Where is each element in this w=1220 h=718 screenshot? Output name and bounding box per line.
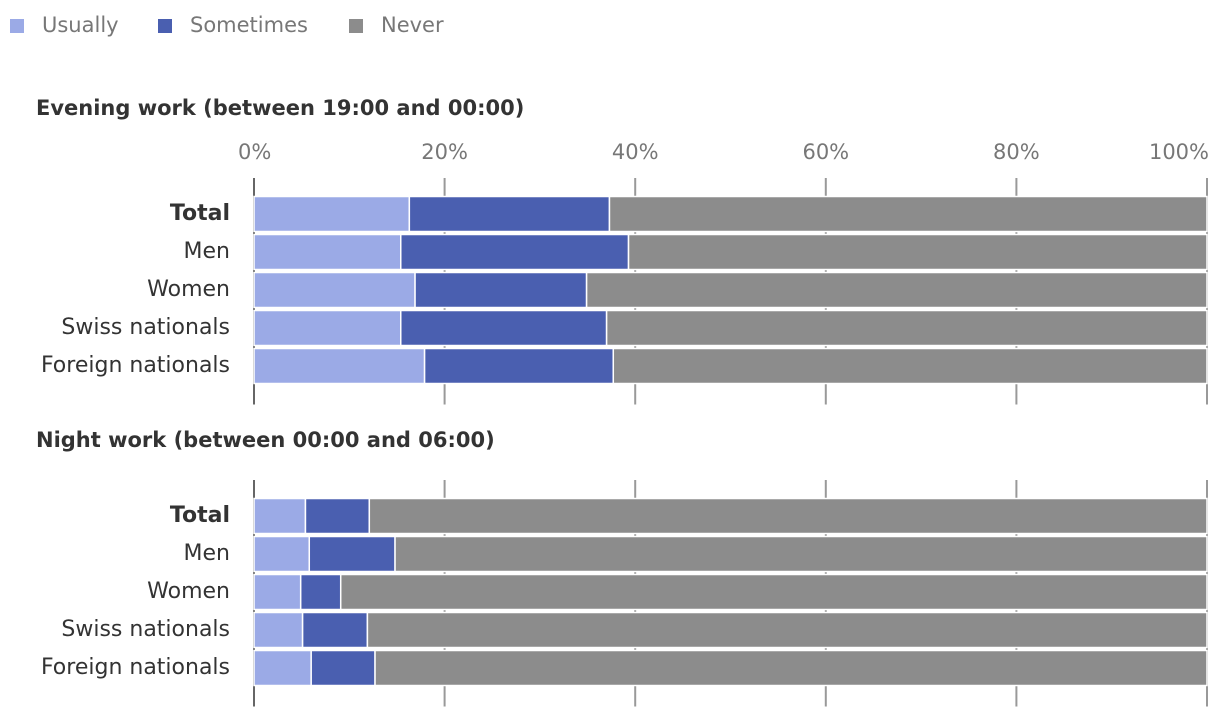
bar-segment — [253, 309, 402, 347]
y-tick-label: Foreign nationals — [41, 353, 230, 378]
legend-label: Usually — [42, 13, 119, 37]
bar-segment — [253, 649, 312, 687]
legend-swatch — [10, 19, 24, 33]
bar-segment — [253, 497, 307, 535]
bar-segment — [400, 233, 630, 271]
x-tick-label: 20% — [421, 140, 468, 164]
y-tick-label: Women — [147, 579, 230, 604]
bar-segment — [408, 195, 611, 233]
bar-segment — [368, 497, 1208, 535]
y-tick-label: Men — [184, 239, 230, 264]
bar-segment — [310, 649, 376, 687]
legend-swatch — [158, 19, 172, 33]
bar-segment — [400, 309, 608, 347]
bar-segment — [394, 535, 1208, 573]
legend-swatch — [349, 19, 363, 33]
x-tick-label: 80% — [993, 140, 1040, 164]
bar-segment — [374, 649, 1208, 687]
bar-segment — [308, 535, 396, 573]
bar-segment — [414, 271, 588, 309]
bar-segment — [253, 611, 304, 649]
y-tick-label: Men — [184, 541, 230, 566]
bar-segment — [423, 347, 615, 385]
x-tick-label: 60% — [802, 140, 849, 164]
y-tick-label: Foreign nationals — [41, 655, 230, 680]
bar-segment — [253, 271, 416, 309]
bar-segment — [366, 611, 1208, 649]
bar-segment — [253, 573, 302, 611]
bar-segment — [612, 347, 1208, 385]
panel-title: Night work (between 00:00 and 06:00) — [36, 428, 495, 452]
x-tick-label: 40% — [612, 140, 659, 164]
bar-segment — [608, 195, 1208, 233]
bar-segment — [304, 497, 371, 535]
bar-segment — [301, 611, 369, 649]
bar-segment — [253, 535, 311, 573]
panel-title: Evening work (between 19:00 and 00:00) — [36, 96, 524, 120]
bar-segment — [253, 233, 402, 271]
bar-segment — [627, 233, 1208, 271]
bar-segment — [253, 347, 426, 385]
y-tick-label: Swiss nationals — [61, 315, 230, 340]
y-tick-label: Total — [170, 503, 230, 528]
legend-label: Sometimes — [190, 13, 308, 37]
legend-label: Never — [381, 13, 444, 37]
y-tick-label: Swiss nationals — [61, 617, 230, 642]
y-tick-label: Women — [147, 277, 230, 302]
bar-segment — [605, 309, 1208, 347]
y-tick-label: Total — [170, 201, 230, 226]
bar-segment — [253, 195, 411, 233]
x-tick-label: 100% — [1149, 140, 1209, 164]
bar-segment — [339, 573, 1208, 611]
x-tick-label: 0% — [238, 140, 271, 164]
bar-segment — [299, 573, 342, 611]
bar-segment — [585, 271, 1208, 309]
